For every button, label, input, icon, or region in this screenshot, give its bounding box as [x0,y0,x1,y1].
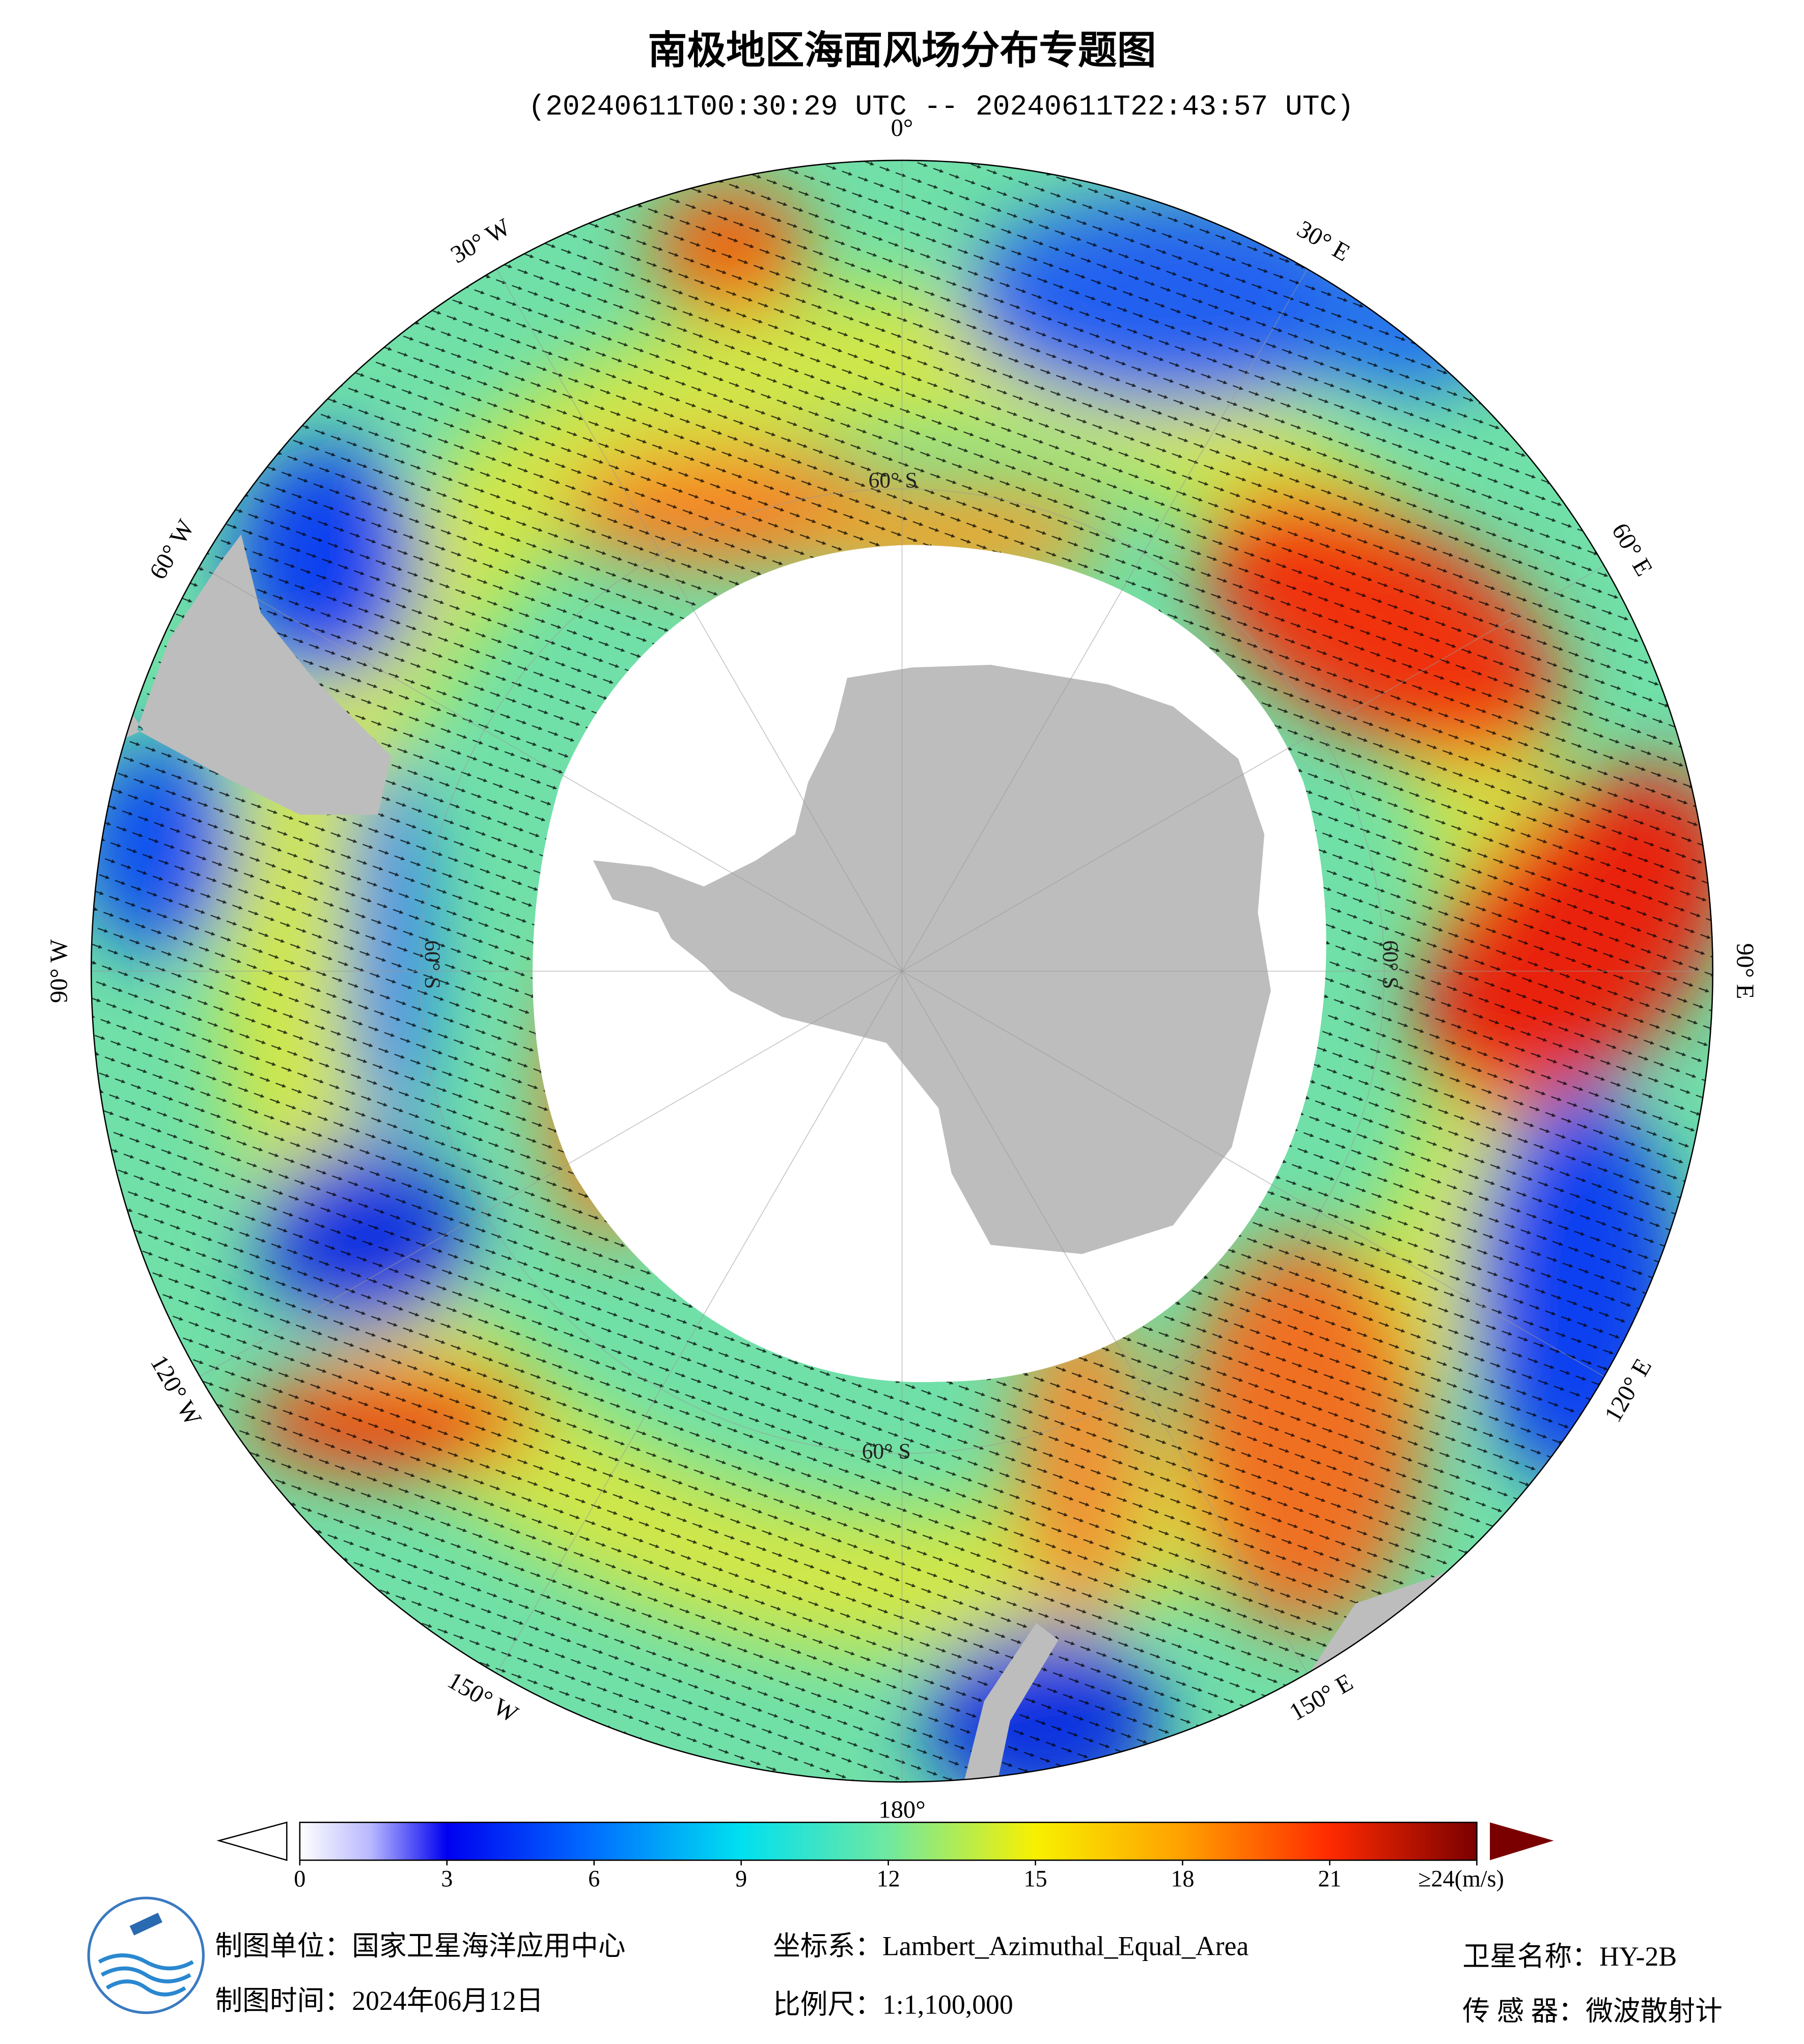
producer: 制图单位：国家卫星海洋应用中心 [215,1930,625,1961]
meridian [901,268,1308,972]
longitude-label: 90° E [1732,943,1759,999]
meridian [496,971,903,1674]
subtitle: (20240611T00:30:29 UTC -- 20240611T22:43… [528,91,1354,123]
sensor: 传 感 器：微波散射计 [1462,1996,1723,2026]
colorbar-tick-label: 3 [441,1866,453,1892]
longitude-label: 0° [891,114,913,142]
colorbar-over [1490,1822,1554,1860]
latitude-label: 60° S [869,468,918,492]
colorbar-tick-label: 9 [735,1866,747,1892]
colorbar-tick-label: ≥24(m/s) [1418,1866,1504,1892]
colorbar-tick-label: 18 [1171,1866,1194,1892]
colorbar-tick-label: 15 [1024,1866,1047,1892]
longitude-label: 90° W [45,939,72,1003]
satellite: 卫星名称：HY-2B [1462,1941,1677,1972]
graticule [91,160,1713,1782]
colorbar-ticks: 0 3 6 9 12 15 18 21 ≥24(m/s) [294,1860,1504,1892]
map-border [90,159,1714,1783]
colorbar-under [216,1822,288,1861]
colorbar-tick-label: 0 [294,1866,306,1892]
colorbar-tick-label: 6 [588,1866,600,1892]
meridian [901,971,1308,1674]
longitude-label: 180° [878,1796,925,1823]
colorbar [299,1822,1478,1861]
meridian [902,970,1604,1377]
latitude-label: 60° S [862,1439,911,1464]
scale: 比例尺：1:1,100,000 [773,1990,1013,2020]
colorbar-tick-label: 12 [877,1866,900,1892]
meridian [200,970,902,1377]
meridian [200,565,902,972]
title: 南极地区海面风场分布专题图 [648,29,1156,72]
date: 制图时间：2024年06月12日 [215,1985,543,2016]
meridian [902,565,1604,972]
logo [87,1896,205,2014]
meridian [496,268,903,972]
colorbar-tick-label: 21 [1318,1866,1341,1892]
latitude-label: 60° S [1378,940,1402,989]
projection: 坐标系：Lambert_Azimuthal_Equal_Area [773,1930,1248,1961]
latitude-label: 60° S [420,940,445,989]
